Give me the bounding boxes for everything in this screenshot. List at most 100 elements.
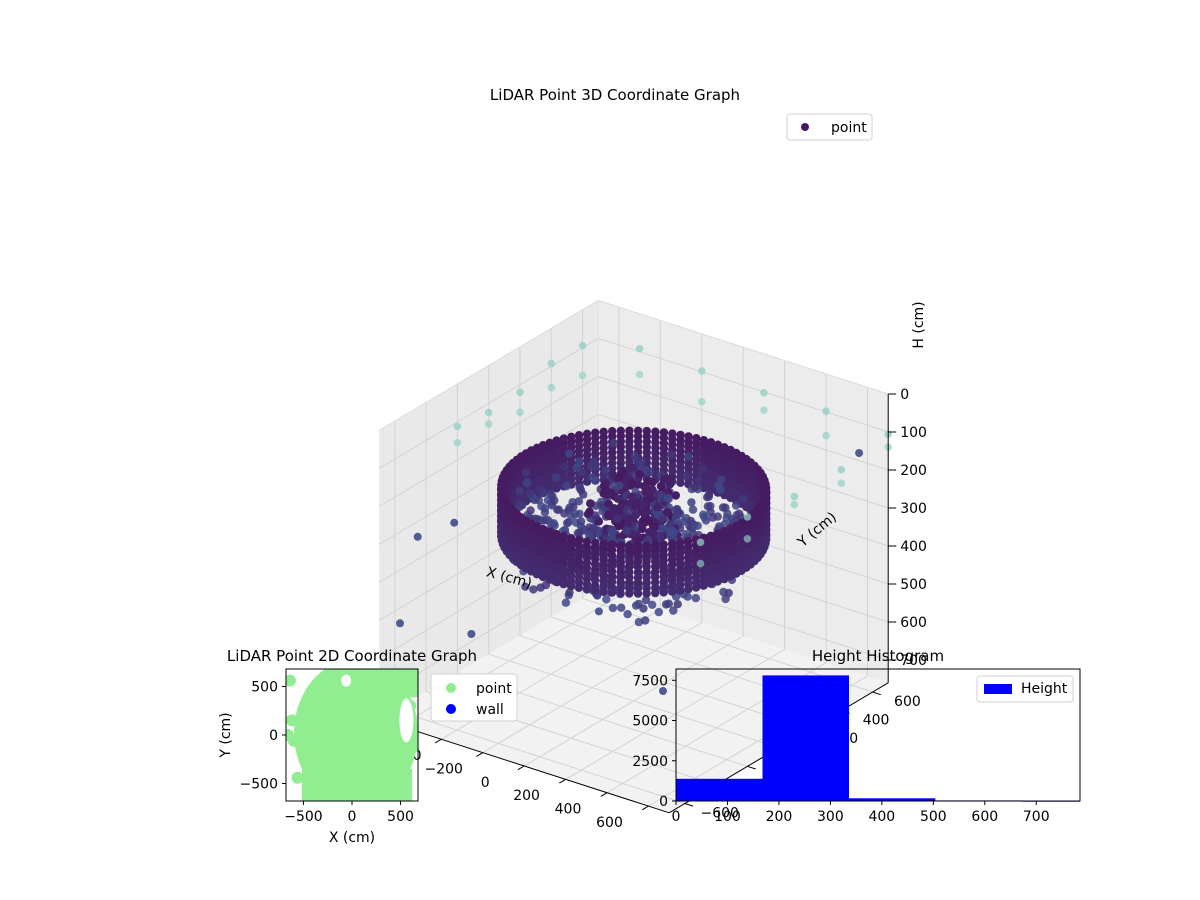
x-tick bbox=[517, 765, 525, 771]
point-3d bbox=[599, 481, 609, 491]
point-3d bbox=[790, 492, 799, 501]
point-3d bbox=[698, 367, 706, 375]
point-3d bbox=[578, 341, 587, 350]
point-3d bbox=[550, 496, 559, 505]
pane-edge bbox=[598, 299, 889, 395]
pane-edge bbox=[378, 299, 599, 431]
point-3d bbox=[671, 491, 680, 500]
point-3d bbox=[622, 526, 631, 535]
point-3d bbox=[656, 482, 666, 491]
point-2d bbox=[286, 729, 294, 741]
point-3d bbox=[603, 511, 613, 520]
point-2d bbox=[286, 714, 298, 727]
point-3d bbox=[855, 449, 864, 457]
point-3d bbox=[684, 452, 693, 461]
point-3d bbox=[639, 507, 648, 516]
plot-2d-data bbox=[286, 669, 418, 801]
plot-2d-legend-label-wall: wall bbox=[476, 702, 504, 718]
histogram-legend: Height bbox=[976, 675, 1074, 703]
point-3d bbox=[689, 520, 699, 529]
point-3d bbox=[665, 480, 675, 489]
point-3d bbox=[565, 503, 574, 512]
point-3d bbox=[467, 630, 476, 638]
point-3d bbox=[608, 603, 618, 613]
point-3d bbox=[579, 490, 588, 499]
point-3d bbox=[521, 582, 530, 591]
histogram-legend-swatch bbox=[984, 684, 1012, 694]
x-tick bbox=[434, 738, 442, 744]
point-3d bbox=[641, 595, 651, 605]
point-3d bbox=[613, 514, 622, 523]
plot-3d-legend-box bbox=[786, 113, 873, 141]
point-3d bbox=[631, 498, 640, 508]
point-3d bbox=[713, 577, 722, 586]
point-3d bbox=[664, 599, 673, 608]
point-3d bbox=[669, 606, 678, 615]
point-2d-region bbox=[342, 669, 418, 697]
point-3d bbox=[684, 584, 693, 594]
point-3d bbox=[572, 463, 582, 472]
point-3d bbox=[523, 477, 532, 487]
z-tick-label: 300 bbox=[900, 501, 927, 517]
point-3d bbox=[396, 619, 404, 628]
point-3d bbox=[614, 474, 623, 483]
point-3d bbox=[559, 579, 568, 589]
point-3d bbox=[613, 494, 622, 503]
plot-2d-points bbox=[286, 669, 418, 801]
grid-back-h bbox=[598, 375, 889, 471]
point-3d bbox=[545, 575, 554, 584]
point-3d bbox=[484, 408, 493, 417]
y-tick-label: 5000 bbox=[632, 714, 668, 730]
point-3d bbox=[703, 493, 712, 502]
point-3d bbox=[547, 359, 556, 368]
point-3d bbox=[574, 497, 583, 506]
z-tick-label: 500 bbox=[900, 577, 927, 593]
grid-left-h bbox=[378, 337, 599, 469]
z-tick-label: 700 bbox=[900, 653, 927, 669]
z-tick-label: 400 bbox=[900, 539, 927, 555]
point-3d bbox=[565, 588, 574, 597]
point-3d bbox=[691, 583, 701, 592]
plot-2d-legend-marker-wall bbox=[446, 704, 456, 714]
histogram-frame bbox=[675, 668, 1081, 802]
point-3d bbox=[657, 490, 666, 500]
point-3d bbox=[535, 485, 544, 494]
point-3d bbox=[627, 492, 636, 501]
point-3d bbox=[552, 484, 561, 493]
histogram-title: Height Histogram bbox=[812, 647, 944, 665]
point-3d bbox=[613, 507, 622, 516]
point-3d bbox=[641, 487, 650, 497]
point-3d bbox=[822, 407, 830, 416]
y-tick-label: 600 bbox=[894, 694, 921, 710]
point-3d bbox=[653, 503, 662, 512]
point-3d bbox=[659, 475, 668, 484]
plot-3d-z-label: H (cm) bbox=[911, 301, 927, 348]
grid-floor-y bbox=[394, 709, 685, 804]
point-3d bbox=[622, 505, 632, 514]
point-3d bbox=[790, 500, 799, 509]
point-3d bbox=[721, 503, 730, 512]
y-tick bbox=[684, 803, 694, 807]
point-3d bbox=[706, 579, 716, 588]
plot-2d: LiDAR Point 2D Coordinate Graph −500 0 500… bbox=[218, 647, 518, 846]
point-3d bbox=[822, 431, 830, 440]
point-3d bbox=[635, 461, 645, 470]
point-3d bbox=[526, 506, 535, 515]
point-3d bbox=[687, 498, 696, 507]
y-tick-label: 0 bbox=[659, 794, 668, 810]
point-3d bbox=[529, 585, 538, 594]
point-3d bbox=[560, 509, 569, 518]
plot-2d-legend-label-point: point bbox=[476, 681, 512, 697]
z-tick-label: 100 bbox=[900, 425, 927, 441]
point-3d bbox=[694, 475, 703, 484]
point-3d bbox=[599, 489, 608, 498]
point-3d bbox=[716, 485, 725, 495]
point-3d bbox=[628, 480, 637, 489]
z-tick-label: 0 bbox=[900, 387, 909, 403]
point-3d bbox=[670, 527, 679, 537]
x-tick-label: 0 bbox=[481, 775, 490, 791]
point-3d bbox=[635, 344, 644, 353]
point-3d bbox=[654, 607, 663, 617]
plot-3d-points bbox=[396, 341, 892, 695]
